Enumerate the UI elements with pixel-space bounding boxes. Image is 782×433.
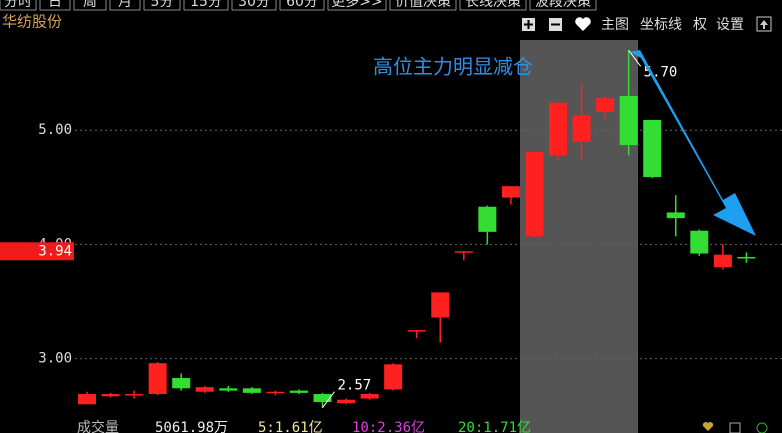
candle-body	[549, 102, 567, 156]
stock-name: 华纺股份	[2, 13, 62, 31]
tab-label[interactable]: 分时	[4, 0, 32, 10]
candle-body	[501, 186, 520, 198]
tab-label[interactable]: 月	[118, 0, 132, 10]
candle-body	[172, 378, 191, 389]
tab-label[interactable]: 30分	[238, 0, 270, 10]
candle-body	[525, 151, 544, 237]
toolbar-item[interactable]: 权	[693, 17, 707, 33]
tab[interactable]	[327, 0, 387, 11]
candle-body	[572, 115, 591, 142]
candle-body	[690, 230, 709, 254]
annotation: 高位主力明显减仓	[373, 55, 533, 79]
collapse-icon	[760, 20, 768, 29]
y-tick-label: 5.00	[38, 122, 72, 138]
price-label: 2.57	[338, 378, 372, 394]
tab-label[interactable]: 波段决策	[535, 0, 591, 10]
candle-body	[643, 119, 662, 178]
volume-icon[interactable]	[756, 422, 768, 433]
candle-body	[431, 292, 450, 318]
tab[interactable]	[0, 0, 37, 11]
highlight-region	[520, 40, 638, 433]
tab-label[interactable]: 15分	[190, 0, 222, 10]
candle-body	[266, 391, 285, 394]
volume-value: 5061.98万	[155, 420, 228, 433]
tab[interactable]	[279, 0, 325, 11]
candle-body	[478, 206, 497, 232]
candle-body	[384, 364, 403, 390]
tab-label[interactable]: 价值决策	[395, 0, 451, 10]
candle-body	[195, 387, 214, 392]
trend-arrow	[630, 50, 756, 236]
collapse-button[interactable]	[756, 16, 772, 32]
tab[interactable]	[109, 0, 141, 11]
candle-body	[337, 399, 356, 404]
tab[interactable]	[529, 0, 597, 11]
tab[interactable]	[231, 0, 277, 11]
current-price-label: 3.94	[38, 243, 72, 259]
candle-body	[313, 394, 332, 403]
tab[interactable]	[183, 0, 229, 11]
tab[interactable]	[73, 0, 107, 11]
tab-label[interactable]: 长线决策	[465, 0, 521, 10]
candle-body	[666, 212, 685, 219]
toolbar: 主图 坐标线 权 设置	[522, 16, 772, 33]
candle-body	[360, 394, 379, 399]
toolbar-item[interactable]: 主图	[601, 17, 629, 33]
current-price-box	[0, 242, 74, 261]
candle-body	[219, 388, 238, 391]
favorite-button[interactable]	[575, 17, 591, 31]
tab[interactable]	[143, 0, 181, 11]
tab-label[interactable]: 更多>>	[331, 0, 382, 10]
tab-label[interactable]: 日	[48, 0, 62, 10]
volume-label: 成交量	[77, 419, 119, 433]
candle-body	[737, 256, 756, 259]
candle-body	[454, 251, 473, 253]
tab[interactable]	[459, 0, 527, 11]
price-label-pointer	[322, 391, 335, 409]
candle-body	[78, 394, 96, 405]
volume-ma5: 5:1.61亿	[258, 420, 323, 433]
toolbar-item[interactable]: 坐标线	[640, 17, 682, 33]
tab-label[interactable]: 5分	[151, 0, 174, 10]
candle-body	[148, 363, 167, 395]
y-tick-label: 3.00	[38, 351, 72, 367]
volume-bar: 成交量 5061.98万 5:1.61亿 10:2.36亿 20:1.71亿	[77, 419, 768, 433]
tab[interactable]	[389, 0, 457, 11]
tab-label[interactable]: 周	[83, 0, 97, 10]
candle-body	[242, 388, 261, 393]
price-label-pointer	[628, 49, 642, 67]
zoom-in-icon	[524, 20, 533, 29]
candle-body	[407, 330, 426, 332]
candle-body	[619, 95, 638, 146]
volume-icon[interactable]	[729, 422, 741, 433]
candles: 5.702.57	[78, 49, 756, 409]
grid: 3.004.005.003.94	[0, 122, 782, 367]
tab-bar: 分时 日 周 月 5分 15分 30分 60分 更多>> 价值决策 长线决策 波段决策	[0, 0, 597, 11]
candle-body	[125, 394, 144, 396]
candle-body	[101, 394, 120, 397]
tab[interactable]	[39, 0, 71, 11]
candle-body	[289, 390, 308, 393]
toolbar-item[interactable]: 设置	[716, 17, 744, 33]
volume-ma10: 10:2.36亿	[352, 420, 425, 433]
candle-body	[713, 254, 732, 268]
volume-icon[interactable]	[702, 422, 714, 431]
volume-ma20: 20:1.71亿	[458, 420, 531, 433]
tab-label[interactable]: 60分	[286, 0, 318, 10]
candle-body	[596, 98, 615, 112]
